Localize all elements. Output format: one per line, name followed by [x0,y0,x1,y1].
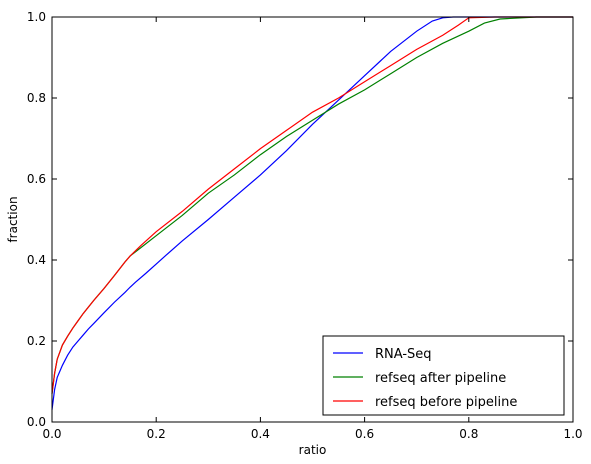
y-tick-label: 0.4 [27,253,46,267]
series-line-2 [51,16,573,394]
x-tick-label: 0.8 [459,427,478,441]
y-tick-label: 0.6 [27,172,46,186]
legend-label-0: RNA-Seq [375,347,432,362]
x-tick-label: 0.0 [42,427,61,441]
legend-label-1: refseq after pipeline [375,371,506,386]
ticks-layer: 0.0 0.2 0.4 0.6 0.8 1.0 0.0 0.2 0.4 0.6 0.8 1.0 [27,10,583,441]
series-layer [51,16,573,410]
y-tick-label: 0.8 [27,91,46,105]
x-tick-label: 0.6 [355,427,374,441]
legend-box [322,335,565,416]
y-axis-label: fraction [6,196,20,242]
x-tick-label: 0.2 [147,427,166,441]
plot-frame [51,16,574,423]
x-tick-label: 0.4 [251,427,270,441]
legend: RNA-Seq refseq after pipeline refseq befor… [322,335,565,416]
legend-label-2: refseq before pipeline [375,395,517,410]
x-tick-label: 1.0 [563,427,582,441]
series-line-0 [51,16,573,410]
y-tick-label: 0.2 [27,334,46,348]
y-tick-label: 0.0 [27,415,46,429]
y-tick-label: 1.0 [27,10,46,24]
x-axis-label: ratio [299,443,327,457]
